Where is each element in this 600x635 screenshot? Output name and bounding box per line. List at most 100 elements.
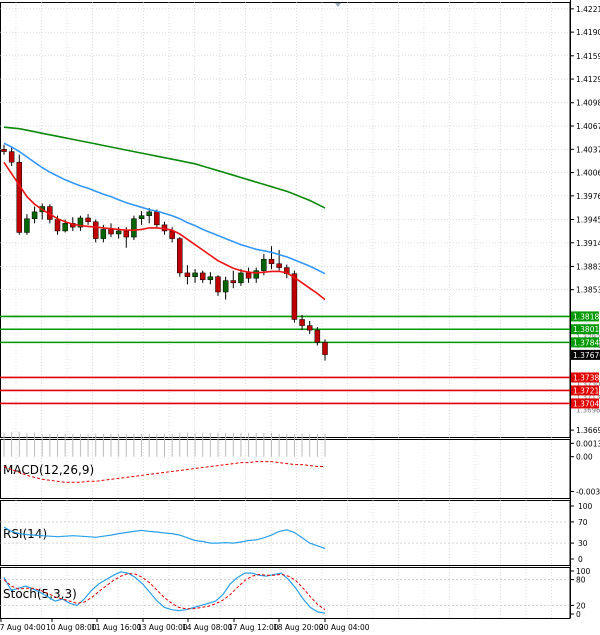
price-tick-label: 1.39450	[576, 216, 600, 225]
green-level-tag	[571, 337, 599, 348]
time-tick-label: 20 Aug 04:00	[319, 623, 370, 632]
candle-body	[92, 221, 99, 239]
candle-body	[31, 211, 38, 219]
candle-body	[322, 342, 328, 355]
candle-body	[215, 276, 221, 293]
minor-price-label: 1.36960	[576, 407, 600, 415]
candle-body	[146, 211, 152, 216]
candle-body	[199, 272, 206, 281]
macd-label: MACD(12,26,9)	[3, 463, 94, 477]
price-tick-label: 1.36690	[576, 426, 600, 435]
candle-body	[115, 230, 122, 235]
macd-tick-label: 0.00	[576, 453, 593, 462]
stoch-tick-label: 100	[576, 567, 591, 576]
scroll-marker-icon	[335, 3, 341, 7]
candle-body	[154, 211, 160, 226]
candle-body	[184, 272, 191, 277]
current-price-label: 1.37676	[573, 351, 600, 360]
grid	[0, 0, 571, 619]
candle-body	[54, 219, 61, 232]
rsi-line	[3, 526, 326, 549]
candle-body	[24, 218, 30, 233]
candle-body	[100, 229, 107, 239]
pane-frame	[0, 500, 571, 566]
candle-body	[230, 280, 237, 284]
candle-body	[245, 272, 252, 279]
green-level-label: 1.37840	[573, 338, 600, 347]
minor-price-label: 1.37300	[576, 381, 600, 389]
price-tick-label: 1.40980	[576, 99, 600, 108]
candle-body	[131, 218, 137, 238]
stoch-k-line	[3, 571, 326, 614]
time-tick-label: 11 Aug 16:00	[91, 623, 142, 632]
stoch-tick-label: 0	[576, 610, 581, 619]
red-level-tag	[571, 372, 599, 383]
price-axis: 1.42210 1.41905 1.41595 1.41290 1.40980 1.406…	[570, 5, 600, 435]
price-tick-label: 1.40370	[576, 145, 600, 154]
candle-body	[169, 230, 175, 239]
minor-price-label: 1.37130	[576, 394, 600, 402]
time-tick-label: 17 Aug 04:00	[0, 623, 46, 632]
pane-frame	[0, 567, 571, 619]
candle-body	[177, 238, 183, 274]
candle-body	[108, 229, 114, 235]
price-pane	[0, 3, 570, 405]
candle-body	[314, 329, 321, 343]
red-level-label: 1.37380	[573, 373, 600, 382]
candle-body	[207, 276, 214, 281]
price-tick-label: 1.38530	[576, 286, 600, 295]
price-tick-label: 1.39145	[576, 239, 600, 248]
rsi-tick-label: 0	[578, 555, 583, 564]
price-tick-label: 1.39760	[576, 192, 600, 201]
red-level-label: 1.37210	[573, 386, 600, 395]
stoch-tick-label: 80	[576, 576, 586, 585]
candle-body	[123, 230, 130, 238]
ma-green-line	[3, 126, 326, 209]
price-tick-label: 1.40675	[576, 122, 600, 131]
current-price-tag	[571, 349, 600, 360]
macd-pane: MACD(12,26,9) 0.001361 0.00 -0.003536	[3, 431, 600, 496]
time-tick-label: 17 Aug 12:00	[228, 623, 279, 632]
ma-red-line	[3, 161, 326, 301]
macd-tick-label: -0.003536	[576, 487, 600, 496]
candle-body	[8, 151, 15, 163]
candle-body	[306, 325, 313, 331]
time-tick-label: 10 Aug 08:00	[46, 623, 97, 632]
candle-body	[138, 215, 145, 219]
red-level-tag	[571, 385, 599, 396]
candle-body	[222, 280, 229, 293]
green-level-tag	[571, 311, 599, 322]
time-tick-label: 13 Aug 00:00	[137, 623, 188, 632]
ma-blue-line	[3, 142, 326, 275]
candle-body	[1, 149, 7, 152]
green-level-tag	[571, 324, 599, 335]
candle-body	[276, 263, 282, 268]
candle-body	[238, 272, 244, 284]
candle-body	[16, 162, 23, 233]
price-tick-label: 1.41595	[576, 52, 600, 61]
price-tick-label: 1.40065	[576, 169, 600, 178]
macd-signal-line	[3, 461, 325, 483]
candle-body	[192, 272, 198, 277]
stoch-tick-label: 20	[576, 601, 586, 610]
macd-tick-label: 0.001361	[576, 439, 600, 448]
candle-body	[299, 319, 305, 326]
minor-price-label: 1.37920	[576, 333, 600, 341]
price-tick-label: 1.41905	[576, 28, 600, 37]
time-tick-label: 18 Aug 20:00	[273, 623, 324, 632]
candle-body	[62, 223, 68, 232]
candle-body	[268, 258, 275, 265]
price-tick-label: 1.41290	[576, 75, 600, 84]
red-level-label: 1.37040	[573, 399, 600, 408]
time-tick-label: 14 Aug 08:00	[182, 623, 233, 632]
rsi-tick-label: 30	[578, 539, 588, 548]
rsi-tick-label: 100	[578, 502, 593, 511]
price-tick-label: 1.38835	[576, 262, 600, 271]
green-level-label: 1.38180	[573, 312, 600, 321]
rsi-tick-label: 70	[578, 518, 588, 527]
green-level-label: 1.38012	[573, 325, 600, 334]
